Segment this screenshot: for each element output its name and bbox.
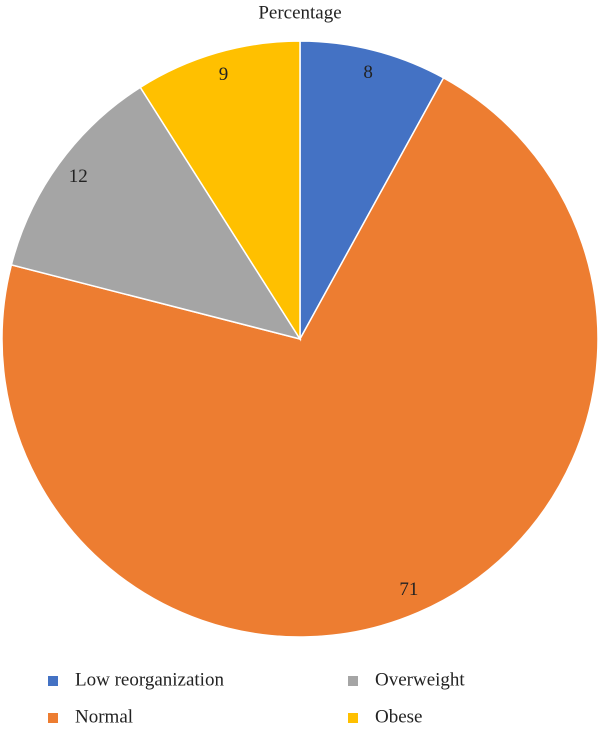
data-label: 12 [69,166,88,187]
legend-label: Normal [75,706,133,727]
pie-slice [1,76,599,638]
pie-slice [10,86,302,341]
chart-title: Percentage [258,2,341,23]
legend-swatch [348,676,358,686]
legend-swatch [48,713,58,723]
data-label: 71 [399,579,418,600]
pie-slice [139,40,301,342]
legend-label: Overweight [375,669,465,690]
legend-swatch [348,713,358,723]
legend-label: Obese [375,706,422,727]
legend-swatch [48,676,58,686]
data-label: 9 [219,64,229,85]
pie-slice [299,40,445,340]
data-label: 8 [363,62,373,83]
legend-label: Low reorganization [75,669,224,690]
